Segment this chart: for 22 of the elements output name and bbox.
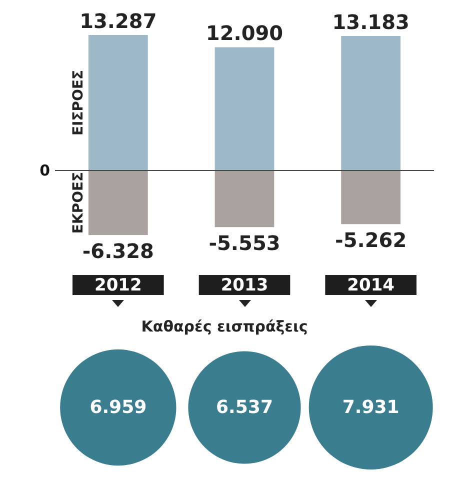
bar [341,36,401,170]
ref-line-label: 0 [40,161,50,180]
data-label: -5.553 [208,231,280,256]
data-label: 6.537 [216,397,273,418]
data-label: -6.328 [82,239,154,263]
bar [341,170,401,224]
bar [88,170,148,235]
bar [214,47,274,170]
data-label: 7.931 [342,397,400,418]
data-label: -5.262 [335,228,407,252]
bar [88,35,148,170]
text: Καθαρές εισπράξεις [141,318,308,336]
data-label: 6.959 [90,397,147,418]
data-label: 13.287 [80,9,157,33]
text: ΕΚΡΟΕΣ [70,172,86,234]
x-tick-label: 2012 [94,276,142,296]
data-label: 13.183 [332,10,410,34]
x-tick-label: 2014 [347,276,395,296]
bar [214,170,274,228]
data-label: 12.090 [206,21,284,46]
x-tick-label: 2013 [220,276,268,296]
text: ΕΙΣΡΟΕΣ [70,70,86,136]
